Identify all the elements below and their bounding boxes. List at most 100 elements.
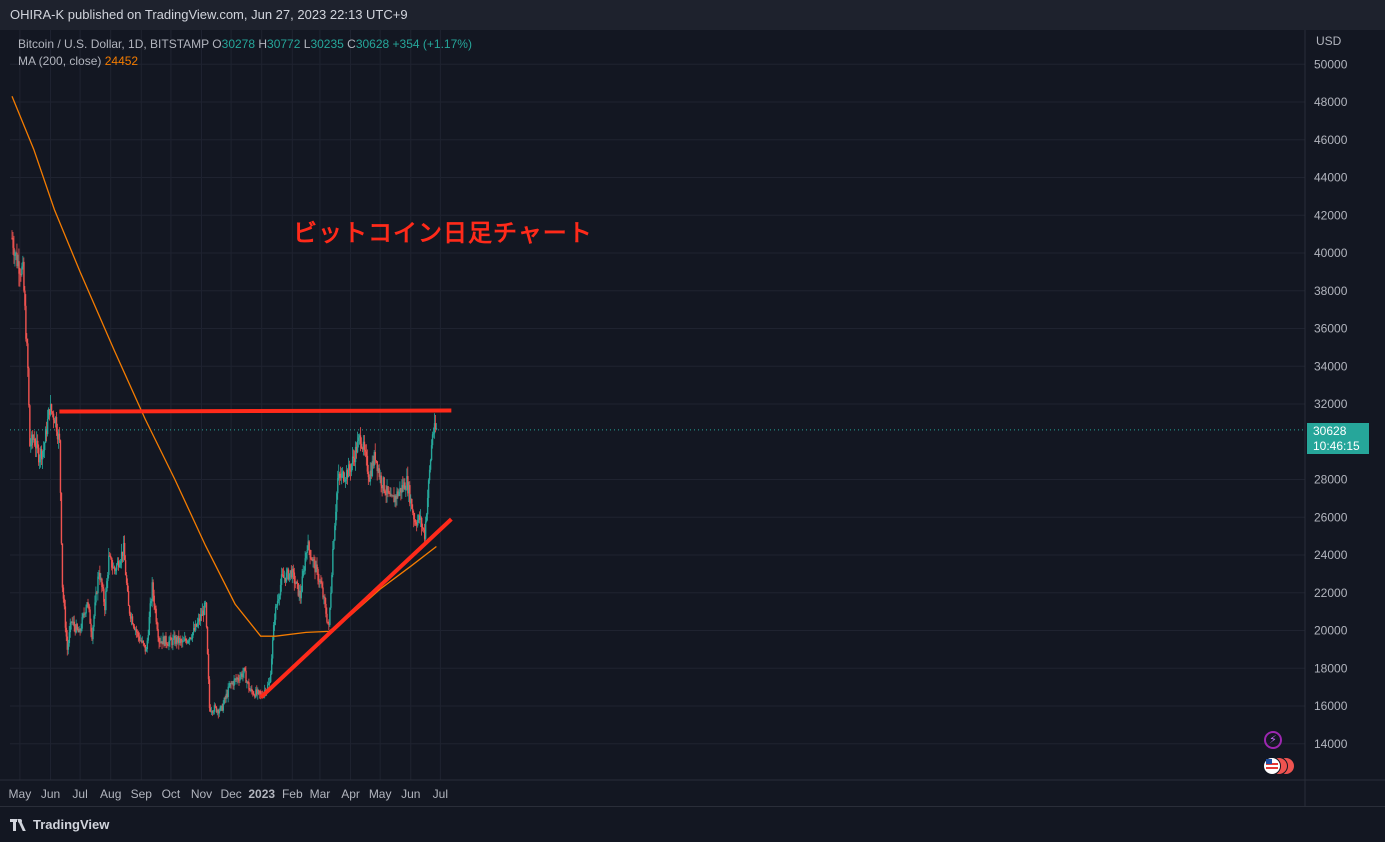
candle-body	[147, 634, 150, 641]
tradingview-brand[interactable]: TradingView	[10, 817, 109, 832]
candle-body	[48, 409, 51, 415]
candle-body	[430, 445, 433, 461]
candle-body	[218, 710, 221, 714]
candle-body	[336, 493, 338, 512]
candle-body	[301, 576, 303, 592]
bolt-icon[interactable]: ⚡	[1264, 731, 1282, 749]
candle-body	[312, 559, 314, 562]
candle-body	[81, 617, 83, 629]
candle-body	[206, 627, 209, 654]
candle-body	[394, 495, 396, 503]
candle-body	[337, 478, 339, 494]
candle-body	[276, 600, 279, 606]
candle-body	[55, 417, 58, 432]
candle-body	[73, 621, 75, 627]
candle-body	[271, 640, 274, 659]
candle-body	[46, 418, 49, 435]
legend-change: +354 (+1.17%)	[392, 37, 472, 51]
candle-body	[84, 613, 86, 615]
chart-area[interactable]: 50000 48000 46000 44000 42000 40000 38000 36000…	[0, 30, 1385, 806]
legend-low: 30235	[310, 37, 344, 51]
candle-body	[226, 693, 228, 697]
candle-body	[41, 451, 44, 460]
candle-body	[368, 477, 371, 482]
candle-body	[79, 629, 81, 632]
candle-body	[416, 524, 418, 526]
last-price-badge: 30628 10:46:15	[1307, 423, 1369, 454]
candle-body	[216, 709, 219, 713]
legend-ohlc-row: Bitcoin / U.S. Dollar, 1D, BITSTAMP O302…	[18, 36, 472, 53]
candle-body	[333, 540, 335, 550]
candle-body	[421, 527, 424, 529]
candle-body	[345, 479, 347, 481]
price-tick-label: 50000	[1314, 57, 1348, 71]
candle-body	[282, 575, 285, 578]
candle-body	[74, 626, 76, 633]
candle-body	[133, 626, 136, 630]
candle-body	[403, 482, 405, 489]
candle-body	[110, 556, 112, 558]
candle-body	[152, 582, 154, 596]
candle-body	[23, 261, 25, 291]
candle-body	[373, 452, 376, 466]
candle-body	[359, 435, 362, 444]
candle-body	[363, 441, 366, 450]
candle-body	[433, 423, 436, 434]
candle-body	[311, 558, 313, 562]
time-tick-label: Jun	[401, 787, 420, 801]
candle-body	[141, 640, 144, 642]
time-tick-label: Oct	[162, 787, 181, 801]
legend-ma-row[interactable]: MA (200, close) 24452	[18, 53, 472, 70]
price-tick-label: 40000	[1314, 246, 1348, 260]
candle-body	[14, 253, 16, 256]
candle-body	[235, 678, 237, 680]
candle-body	[172, 638, 174, 646]
candle-body	[189, 637, 191, 641]
time-tick-label: Jul	[433, 787, 448, 801]
candle-body	[331, 575, 333, 593]
candle-body	[128, 605, 131, 614]
candle-body	[47, 409, 50, 419]
candle-body	[92, 626, 94, 640]
price-tick-label: 18000	[1314, 661, 1348, 675]
candle-body	[225, 693, 227, 699]
candle-body	[352, 456, 355, 459]
candle-body	[60, 492, 63, 544]
candle-body	[215, 706, 218, 713]
candle-body	[351, 456, 354, 465]
price-tick-label: 44000	[1314, 171, 1348, 185]
legend-l-label: L	[303, 37, 311, 51]
price-tick-label: 14000	[1314, 737, 1348, 751]
candle-body	[117, 561, 119, 565]
candle-body	[392, 495, 394, 497]
candle-body	[174, 635, 176, 644]
candle-body	[33, 438, 35, 440]
candle-body	[220, 705, 223, 707]
candle-body	[87, 602, 89, 605]
candle-body	[91, 631, 93, 640]
candle-body	[120, 551, 123, 562]
candle-body	[408, 485, 410, 494]
candle-body	[13, 247, 15, 256]
candle-body	[306, 550, 308, 553]
candle-body	[254, 694, 256, 698]
candle-body	[62, 587, 65, 599]
candle-body	[52, 413, 55, 420]
candle-body	[292, 568, 295, 573]
candle-body	[78, 629, 80, 633]
candle-body	[123, 542, 126, 561]
candle-body	[61, 543, 64, 588]
candle-body	[66, 636, 69, 650]
price-chart[interactable]: 50000 48000 46000 44000 42000 40000 38000 36000…	[0, 30, 1385, 806]
candle-body	[343, 471, 345, 482]
candle-body	[27, 343, 29, 369]
candle-body	[127, 590, 130, 606]
candle-body	[242, 673, 244, 677]
price-tick-label: 16000	[1314, 699, 1348, 713]
candle-body	[287, 569, 290, 580]
legend-o-label: O	[212, 37, 222, 51]
candle-body	[300, 591, 302, 599]
candle-body	[376, 461, 378, 472]
candle-body	[121, 551, 124, 556]
us-flag-icon[interactable]	[1262, 756, 1294, 776]
